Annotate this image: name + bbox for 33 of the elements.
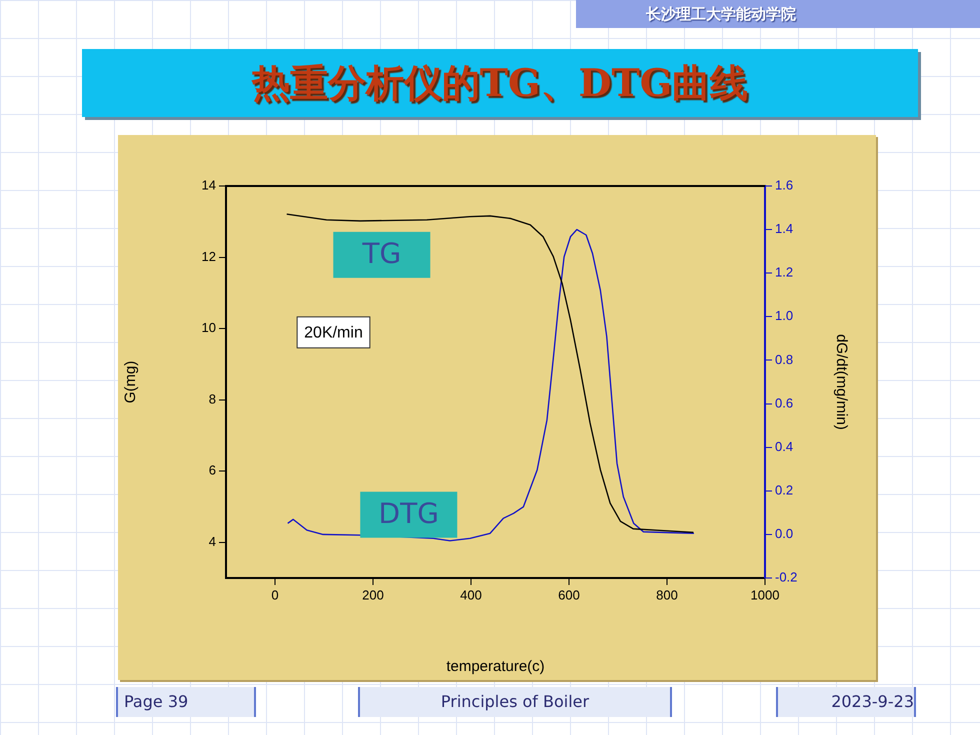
text: Principles of Boiler <box>358 687 672 717</box>
y2-tick-label: 1.6 <box>775 178 794 193</box>
x-tick-label: 400 <box>460 587 482 602</box>
y2-tick-label: 1.2 <box>775 264 794 280</box>
x-tick-label: 0 <box>271 587 279 602</box>
y-tick-label: 10 <box>202 320 216 336</box>
series-label: TG <box>361 237 402 270</box>
y-tick-label: 6 <box>208 462 216 478</box>
y-tick-label: 12 <box>202 248 216 264</box>
y2-tick-label: 0.8 <box>775 352 794 367</box>
y2-axis-title: dG/dt(mg/min) <box>832 334 850 430</box>
x-tick-label: 800 <box>656 587 678 602</box>
y2-tick-label: 1.4 <box>775 221 794 236</box>
x-tick-label: 600 <box>558 587 580 602</box>
y2-tick-label: 1.0 <box>775 308 794 324</box>
text: 长沙理工大学能动学院 <box>576 0 980 28</box>
y2-tick-label: 0.0 <box>775 526 794 542</box>
y-tick-label: 8 <box>208 391 216 406</box>
x-tick-label: 1000 <box>750 587 780 602</box>
chart-title: 热重分析仪的TG、DTG曲线 <box>82 49 918 117</box>
y-tick-label: 4 <box>208 534 216 549</box>
y-tick-label: 14 <box>202 178 216 193</box>
x-tick-label: 200 <box>362 587 384 602</box>
y2-tick-label: 0.4 <box>775 438 794 454</box>
text: 2023-9-23 <box>776 687 916 717</box>
series-label: DTG <box>378 497 439 530</box>
annotation: 20K/min <box>304 324 363 342</box>
y-axis-title: G(mg) <box>122 360 140 404</box>
y2-tick-label: 0.2 <box>775 482 794 498</box>
y2-tick-label: 0.6 <box>775 395 794 410</box>
text: Page 39 <box>116 687 256 717</box>
x-axis-title: temperature(c) <box>446 658 545 676</box>
y2-tick-label: -0.2 <box>775 570 798 585</box>
